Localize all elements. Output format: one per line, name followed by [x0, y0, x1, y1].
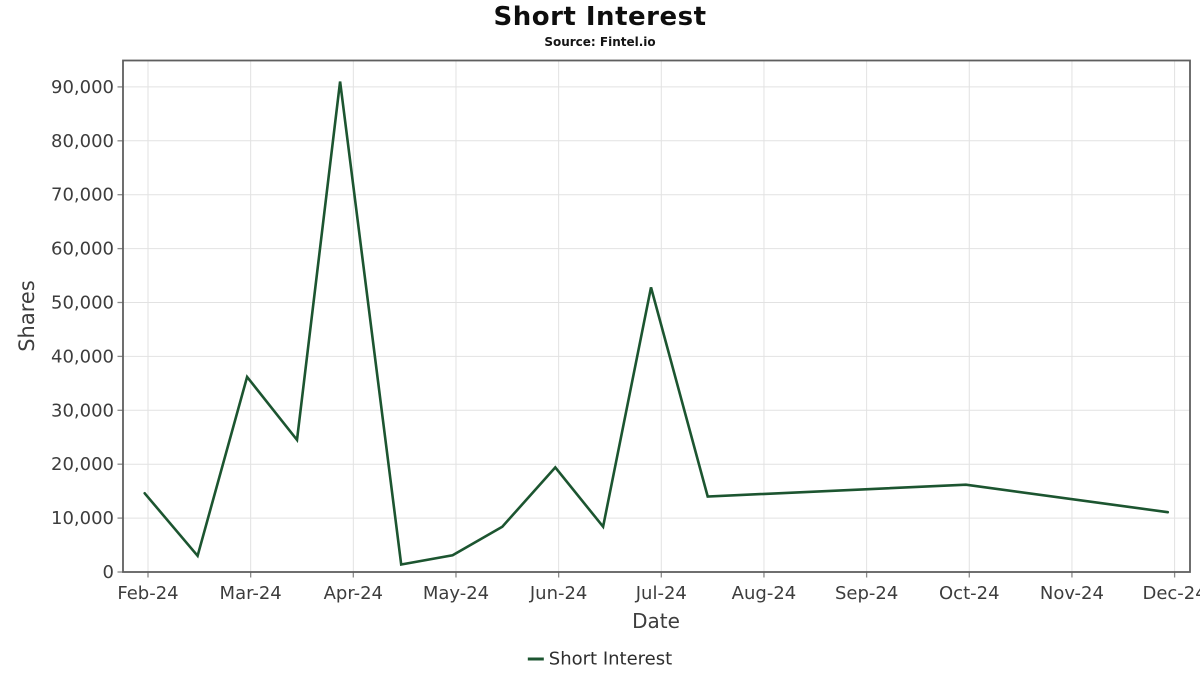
- y-tick-label: 80,000: [51, 131, 114, 152]
- x-tick-label: Feb-24: [117, 583, 178, 604]
- y-axis-title: Shares: [15, 280, 39, 352]
- y-tick-label: 0: [103, 562, 114, 583]
- x-tick-label: Aug-24: [732, 583, 797, 604]
- x-tick-label: Apr-24: [324, 583, 383, 604]
- chart-title: Short Interest: [493, 2, 707, 32]
- y-tick-label: 30,000: [51, 400, 114, 421]
- x-tick-label: Jul-24: [635, 583, 687, 604]
- plot-border: [122, 59, 1191, 573]
- x-tick-label: Sep-24: [835, 583, 898, 604]
- y-tick-label: 20,000: [51, 454, 114, 475]
- y-tick-label: 70,000: [51, 185, 114, 206]
- x-tick-label: Dec-24: [1142, 583, 1200, 604]
- y-tick-label: 40,000: [51, 346, 114, 367]
- legend-label[interactable]: Short Interest: [548, 648, 673, 670]
- y-tick-label: 90,000: [51, 77, 114, 98]
- x-tick-label: Oct-24: [939, 583, 1000, 604]
- chart-source: Source: Fintel.io: [544, 35, 656, 49]
- y-tick-label: 10,000: [51, 508, 114, 529]
- series-line-short-interest: [143, 81, 1170, 567]
- x-tick-label: May-24: [423, 583, 489, 604]
- legend: Short Interest: [527, 648, 673, 670]
- y-tick-label: 50,000: [51, 293, 114, 314]
- x-tick-label: Nov-24: [1040, 583, 1104, 604]
- x-tick-label: Jun-24: [529, 583, 588, 604]
- x-tick-label: Mar-24: [220, 583, 282, 604]
- legend-line-swatch: [527, 657, 544, 661]
- x-axis-title: Date: [632, 609, 680, 633]
- y-tick-label: 60,000: [51, 239, 114, 260]
